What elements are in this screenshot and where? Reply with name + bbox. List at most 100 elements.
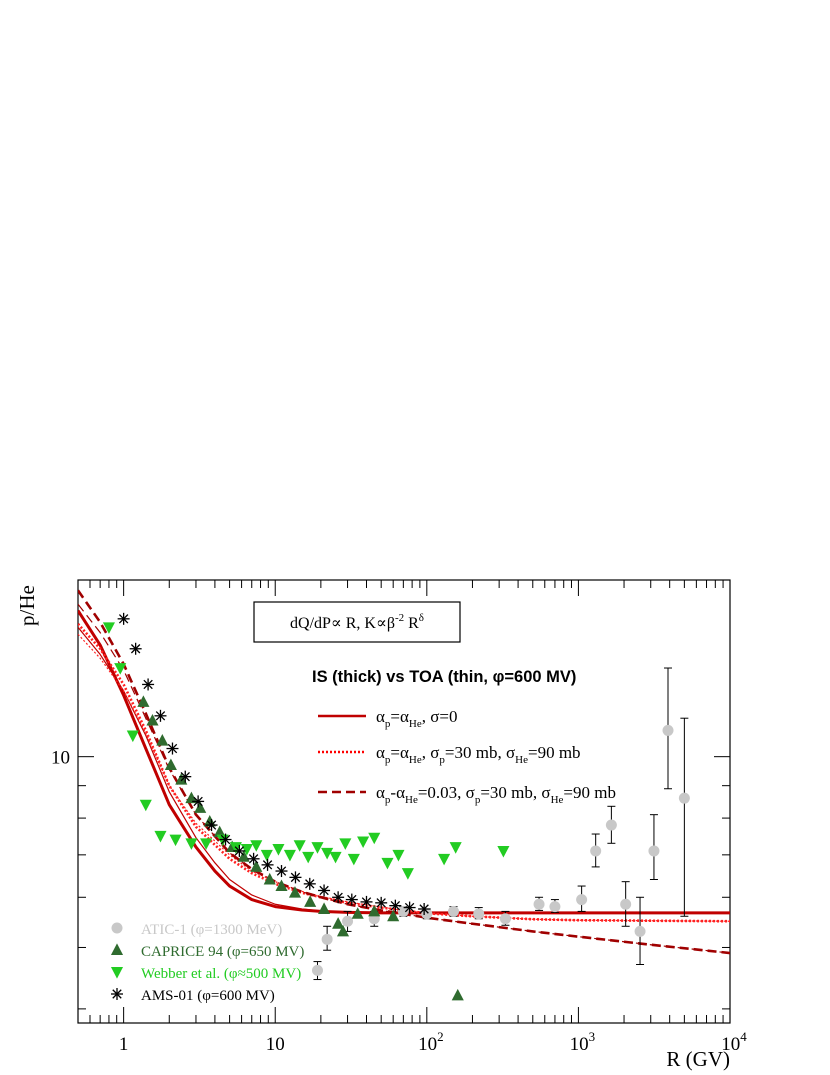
- star-marker-stroke: [220, 834, 231, 845]
- triangle-down-marker: [185, 838, 198, 850]
- model-legend: αp=αHe, σ=0αp=αHe, σp=30 mb, σHe=90 mbαp…: [318, 707, 616, 806]
- legend-title: IS (thick) vs TOA (thin, φ=600 MV): [312, 668, 576, 686]
- data-legend-label: CAPRICE 94 (φ=650 MV): [141, 944, 304, 960]
- triangle-down-marker: [293, 840, 306, 852]
- circle-marker: [311, 964, 323, 976]
- circle-marker: [648, 845, 660, 857]
- text-part: =90 mb: [563, 783, 616, 802]
- data-points: [102, 612, 690, 1001]
- text-part: β: [387, 615, 395, 632]
- star-marker-stroke: [419, 904, 429, 914]
- triangle-up-marker: [351, 907, 364, 919]
- x-tick-label: 10: [266, 1034, 285, 1055]
- text-part: =α: [390, 707, 409, 726]
- circle-marker: [549, 901, 561, 913]
- legend-label-3: αp-αHe=0.03, σp=30 mb, σHe=90 mb: [376, 783, 616, 806]
- x-tick-label-exponent: 2: [437, 1029, 444, 1044]
- text-part: p: [439, 754, 445, 766]
- y-tick-label: 10: [51, 748, 70, 769]
- circle-marker: [605, 819, 617, 831]
- star-marker-stroke: [155, 711, 166, 721]
- triangle-up-marker: [318, 902, 331, 914]
- circle-marker: [448, 905, 460, 917]
- star-marker-stroke: [193, 796, 203, 807]
- circle-marker: [620, 898, 632, 910]
- circle-marker: [111, 922, 123, 934]
- plot-frame: [77, 579, 731, 1024]
- triangle-down-marker: [392, 849, 405, 862]
- triangle-up-marker: [194, 801, 207, 813]
- legend-label-2: αp=αHe, σp=30 mb, σHe=90 mb: [376, 743, 581, 766]
- x-tick-label: 1: [119, 1034, 129, 1055]
- triangle-up-marker: [185, 791, 198, 804]
- series-ams-01: [117, 612, 431, 915]
- star-marker-stroke: [262, 860, 273, 870]
- triangle-up-marker: [368, 904, 381, 917]
- text-part: -2: [395, 612, 404, 624]
- text-part: He: [515, 754, 528, 766]
- text-part: p: [385, 754, 391, 766]
- triangle-up-marker: [237, 850, 250, 862]
- triangle-up-marker: [336, 924, 350, 937]
- text-part: p: [385, 718, 391, 730]
- text-part: ∝: [376, 615, 387, 632]
- star-marker-stroke: [130, 644, 141, 654]
- triangle-down-marker: [368, 832, 381, 845]
- text-part: R: [404, 615, 419, 632]
- triangle-down-marker: [401, 868, 414, 880]
- text-part: p: [385, 794, 391, 806]
- text-part: α: [376, 707, 385, 726]
- x-tick-label: 103: [570, 1029, 596, 1055]
- triangle-down-marker: [497, 845, 510, 858]
- star-marker-stroke: [118, 614, 129, 624]
- x-tick-label-base: 10: [721, 1034, 740, 1055]
- triangle-down-marker: [302, 851, 315, 864]
- triangle-down-marker: [329, 851, 342, 864]
- axis-ticks: [77, 580, 731, 1023]
- triangle-down-marker: [154, 830, 167, 843]
- model-curve-s3_toa: [78, 603, 730, 954]
- star-marker-stroke: [248, 854, 259, 864]
- star-marker-stroke: [234, 846, 245, 856]
- model-curves: [78, 589, 730, 955]
- triangle-down-marker: [272, 844, 285, 856]
- text-part: =90 mb: [528, 743, 581, 762]
- star-marker-stroke: [361, 897, 372, 907]
- text-part: p: [475, 794, 481, 806]
- data-legend: ATIC-1 (φ=1300 MeV) CAPRICE 94 (φ=650 MV)…: [110, 922, 304, 1004]
- text-part: , σ=0: [422, 707, 458, 726]
- text-part: He: [551, 794, 564, 806]
- series-webber-et-al-: [102, 622, 510, 880]
- circle-marker: [499, 913, 511, 925]
- triangle-down-marker: [169, 834, 182, 847]
- x-tick-label: 102: [418, 1029, 444, 1055]
- triangle-down-marker: [438, 853, 451, 866]
- text-part: δ: [419, 612, 424, 624]
- text-part: α: [376, 783, 385, 802]
- triangle-up-marker: [175, 773, 188, 785]
- star-marker-stroke: [347, 894, 357, 905]
- text-part: dQ/dP: [290, 615, 331, 632]
- triangle-up-marker: [288, 886, 302, 898]
- triangle-down-marker: [250, 840, 263, 852]
- triangle-down-marker: [311, 842, 324, 854]
- data-legend-label: Webber et al. (φ≈500 MV): [141, 966, 301, 982]
- circle-marker: [533, 898, 545, 910]
- x-tick-label-exponent: 3: [589, 1029, 596, 1044]
- text-part: =α: [390, 743, 409, 762]
- triangle-up-marker: [250, 860, 263, 872]
- triangle-down-marker: [126, 730, 139, 743]
- triangle-down-marker: [283, 849, 296, 862]
- triangle-up-marker: [110, 943, 124, 955]
- triangle-up-marker: [304, 895, 317, 907]
- circle-marker: [321, 933, 333, 945]
- star-marker-stroke: [143, 679, 153, 690]
- data-legend-label: ATIC-1 (φ=1300 MeV): [141, 922, 282, 938]
- star-marker-stroke: [319, 885, 329, 896]
- triangle-down-marker: [110, 967, 124, 979]
- circle-marker: [576, 894, 588, 906]
- text-part: He: [405, 794, 418, 806]
- triangle-down-marker: [357, 836, 370, 849]
